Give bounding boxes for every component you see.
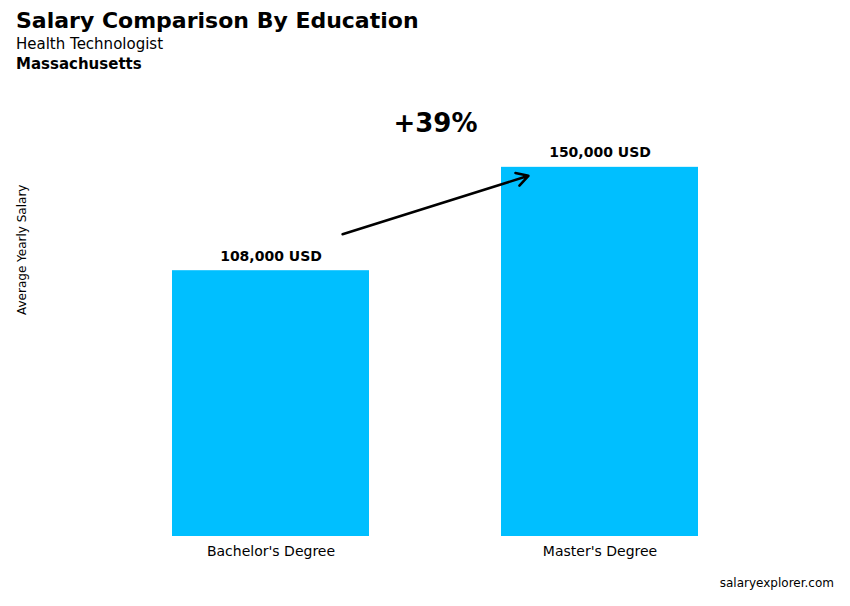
html-text:Salary Comparison By Education: Salary Comparison By Education bbox=[16, 8, 419, 33]
html-text:salaryexplorer.com: salaryexplorer.com bbox=[719, 576, 834, 590]
html-text:Health Technologist: Health Technologist bbox=[16, 35, 163, 53]
svg-text:+39%: +39% bbox=[393, 108, 477, 138]
svg-text:Master's Degree: Master's Degree bbox=[543, 543, 657, 559]
svg-text:108,000 USD: 108,000 USD bbox=[220, 248, 322, 264]
svg-text:Bachelor's Degree: Bachelor's Degree bbox=[207, 543, 335, 559]
svg-text:150,000 USD: 150,000 USD bbox=[549, 144, 651, 160]
svg-text:Average Yearly Salary: Average Yearly Salary bbox=[15, 185, 29, 315]
html-text:Massachusetts: Massachusetts bbox=[16, 55, 142, 73]
